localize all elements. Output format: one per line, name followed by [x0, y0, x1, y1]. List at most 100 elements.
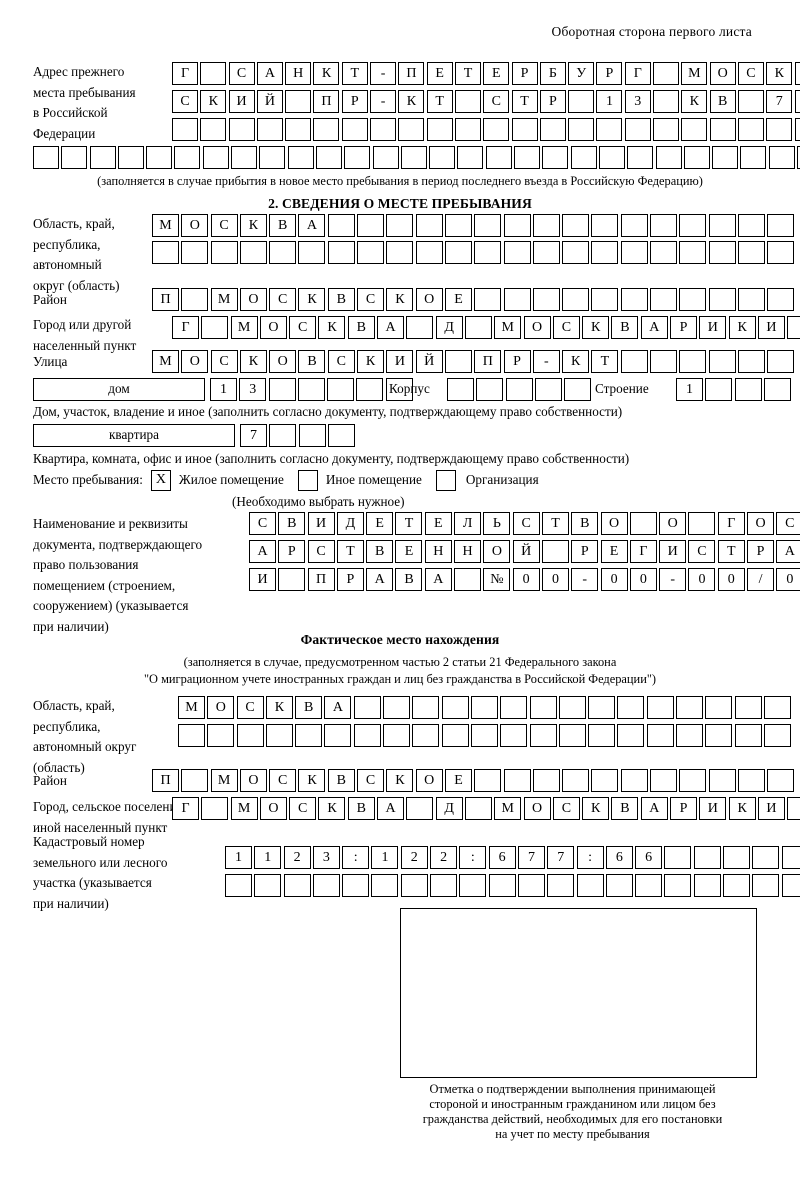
char-cell[interactable] — [646, 696, 674, 719]
char-cell[interactable] — [485, 146, 512, 169]
char-cell[interactable] — [327, 424, 355, 447]
char-cell[interactable]: О — [659, 512, 687, 535]
char-cell[interactable]: К — [298, 288, 326, 311]
char-cell[interactable]: С — [269, 769, 297, 792]
char-cell[interactable]: 6 — [605, 846, 633, 869]
char-cell[interactable] — [474, 214, 502, 237]
char-cell[interactable] — [202, 146, 229, 169]
char-cell[interactable] — [562, 288, 590, 311]
char-cell[interactable] — [503, 241, 531, 264]
char-cell[interactable] — [265, 724, 293, 747]
char-cell[interactable]: И — [307, 512, 335, 535]
char-cell[interactable] — [327, 214, 355, 237]
char-cell[interactable]: О — [523, 797, 551, 820]
char-cell[interactable] — [488, 874, 516, 897]
char-cell[interactable] — [181, 769, 209, 792]
char-cell[interactable] — [503, 769, 531, 792]
char-cell[interactable]: 7 — [240, 424, 267, 447]
char-cell[interactable] — [476, 378, 504, 401]
char-cell[interactable] — [483, 118, 510, 141]
char-cell[interactable] — [787, 797, 800, 820]
char-cell[interactable]: О — [259, 316, 287, 339]
char-cell[interactable]: М — [210, 288, 238, 311]
char-cell[interactable]: К — [318, 797, 346, 820]
stay-type-checkbox-0[interactable]: X — [150, 470, 171, 491]
char-cell[interactable]: С — [269, 288, 297, 311]
char-cell[interactable] — [737, 118, 764, 141]
char-cell[interactable]: Н — [424, 540, 452, 563]
char-cell[interactable]: 6 — [635, 846, 663, 869]
char-cell[interactable]: О — [239, 288, 267, 311]
char-cell[interactable] — [708, 350, 736, 373]
char-cell[interactable]: А — [256, 62, 283, 85]
char-cell[interactable] — [737, 241, 765, 264]
char-cell[interactable] — [532, 241, 560, 264]
char-cell[interactable] — [529, 696, 557, 719]
char-cell[interactable]: Т — [454, 62, 481, 85]
char-cell[interactable]: К — [728, 797, 756, 820]
char-cell[interactable] — [269, 424, 297, 447]
char-cell[interactable]: С — [236, 696, 264, 719]
char-cell[interactable] — [794, 118, 800, 141]
char-cell[interactable]: 0 — [717, 568, 745, 591]
char-cell[interactable]: В — [395, 568, 423, 591]
char-cell[interactable] — [655, 146, 682, 169]
char-cell[interactable]: Р — [571, 540, 599, 563]
char-cell[interactable]: / — [747, 568, 775, 591]
char-cell[interactable]: 0 — [688, 568, 716, 591]
char-cell[interactable]: : — [342, 846, 370, 869]
char-cell[interactable]: К — [239, 214, 267, 237]
char-cell[interactable] — [681, 118, 708, 141]
char-cell[interactable] — [763, 696, 791, 719]
char-cell[interactable] — [454, 118, 481, 141]
char-cell[interactable] — [444, 241, 472, 264]
char-cell[interactable]: 3 — [624, 90, 651, 113]
char-cell[interactable] — [734, 696, 762, 719]
char-cell[interactable]: : — [459, 846, 487, 869]
char-cell[interactable]: 3 — [312, 846, 340, 869]
char-cell[interactable] — [324, 724, 352, 747]
char-cell[interactable] — [708, 214, 736, 237]
char-cell[interactable] — [454, 568, 482, 591]
stay-type-checkbox-1[interactable] — [297, 470, 318, 491]
char-cell[interactable] — [236, 724, 264, 747]
char-cell[interactable]: К — [357, 350, 385, 373]
char-cell[interactable] — [207, 724, 235, 747]
char-cell[interactable]: О — [259, 797, 287, 820]
char-cell[interactable]: 0 — [512, 568, 540, 591]
char-cell[interactable]: Е — [444, 769, 472, 792]
char-cell[interactable] — [174, 146, 201, 169]
char-cell[interactable]: В — [298, 350, 326, 373]
char-cell[interactable]: Д — [435, 797, 463, 820]
char-cell[interactable] — [650, 769, 678, 792]
char-cell[interactable]: С — [776, 512, 800, 535]
cadastral-row-2[interactable] — [225, 874, 800, 897]
char-cell[interactable] — [688, 512, 716, 535]
char-cell[interactable]: К — [386, 769, 414, 792]
char-cell[interactable] — [763, 724, 791, 747]
char-cell[interactable]: Р — [539, 90, 566, 113]
char-cell[interactable]: Й — [415, 350, 443, 373]
char-cell[interactable] — [532, 214, 560, 237]
char-cell[interactable] — [529, 724, 557, 747]
char-cell[interactable]: К — [265, 696, 293, 719]
char-cell[interactable]: С — [289, 316, 317, 339]
char-cell[interactable]: Е — [483, 62, 510, 85]
char-cell[interactable]: П — [152, 288, 179, 311]
char-cell[interactable]: - — [370, 90, 397, 113]
korpus-cells[interactable] — [447, 378, 593, 401]
char-cell[interactable] — [33, 146, 59, 169]
char-cell[interactable] — [737, 288, 765, 311]
char-cell[interactable] — [386, 241, 414, 264]
char-cell[interactable]: И — [249, 568, 276, 591]
char-cell[interactable] — [620, 769, 648, 792]
char-cell[interactable] — [787, 316, 800, 339]
char-cell[interactable]: Г — [717, 512, 745, 535]
char-cell[interactable] — [617, 696, 645, 719]
char-cell[interactable] — [256, 118, 283, 141]
char-cell[interactable]: А — [366, 568, 394, 591]
char-cell[interactable]: С — [357, 769, 385, 792]
